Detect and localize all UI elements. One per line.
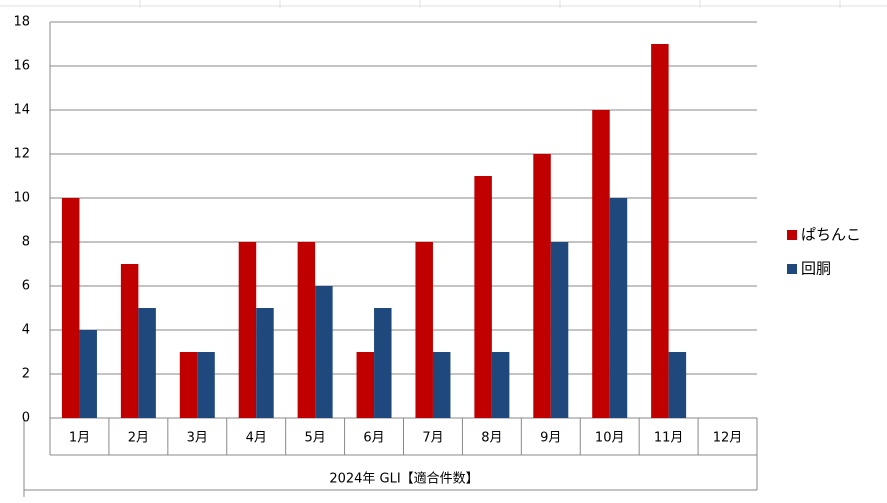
legend-label: ぱちんこ <box>801 226 861 244</box>
legend-swatch <box>787 230 797 240</box>
bar <box>651 44 669 418</box>
bar <box>374 308 392 418</box>
bar <box>592 110 610 418</box>
y-tick-label: 18 <box>13 15 30 30</box>
bar <box>668 352 687 418</box>
x-tick-label: 7月 <box>422 431 443 446</box>
bar <box>533 154 551 418</box>
x-tick-label: 3月 <box>187 431 208 446</box>
x-tick-label: 10月 <box>595 431 625 446</box>
x-tick-label: 12月 <box>713 431 743 446</box>
x-tick-label: 11月 <box>654 431 684 446</box>
y-tick-label: 0 <box>22 411 30 426</box>
bar <box>550 242 569 418</box>
x-axis-title: 2024年 GLI【適合件数】 <box>329 471 478 487</box>
y-tick-label: 12 <box>13 147 30 162</box>
bar <box>179 352 198 418</box>
y-tick-label: 10 <box>13 191 30 206</box>
bar <box>415 242 433 418</box>
y-tick-label: 8 <box>22 235 30 250</box>
bar <box>79 330 97 418</box>
x-tick-label: 2月 <box>128 431 149 446</box>
x-tick-label: 9月 <box>540 431 561 446</box>
legend-label: 回胴 <box>801 260 831 278</box>
y-tick-label: 14 <box>13 103 30 118</box>
bar <box>491 352 510 418</box>
bar <box>297 242 316 418</box>
bar <box>609 198 628 418</box>
bar <box>238 242 257 418</box>
y-tick-label: 6 <box>22 279 30 294</box>
y-tick-label: 16 <box>13 59 30 74</box>
bar <box>120 264 139 418</box>
legend-swatch <box>787 264 797 274</box>
bar <box>256 308 274 418</box>
x-tick-label: 5月 <box>304 431 325 446</box>
sheet-grid <box>0 0 887 8</box>
x-tick-label: 6月 <box>363 431 384 446</box>
x-tick-label: 8月 <box>481 431 502 446</box>
bar <box>197 352 215 418</box>
bar <box>474 176 492 418</box>
bar <box>356 352 375 418</box>
y-tick-label: 2 <box>22 367 30 382</box>
bar <box>432 352 451 418</box>
bar <box>315 286 333 418</box>
x-tick-label: 1月 <box>69 431 90 446</box>
x-tick-label: 4月 <box>246 431 267 446</box>
bar <box>138 308 156 418</box>
bar <box>61 198 80 418</box>
y-tick-label: 4 <box>22 323 30 338</box>
